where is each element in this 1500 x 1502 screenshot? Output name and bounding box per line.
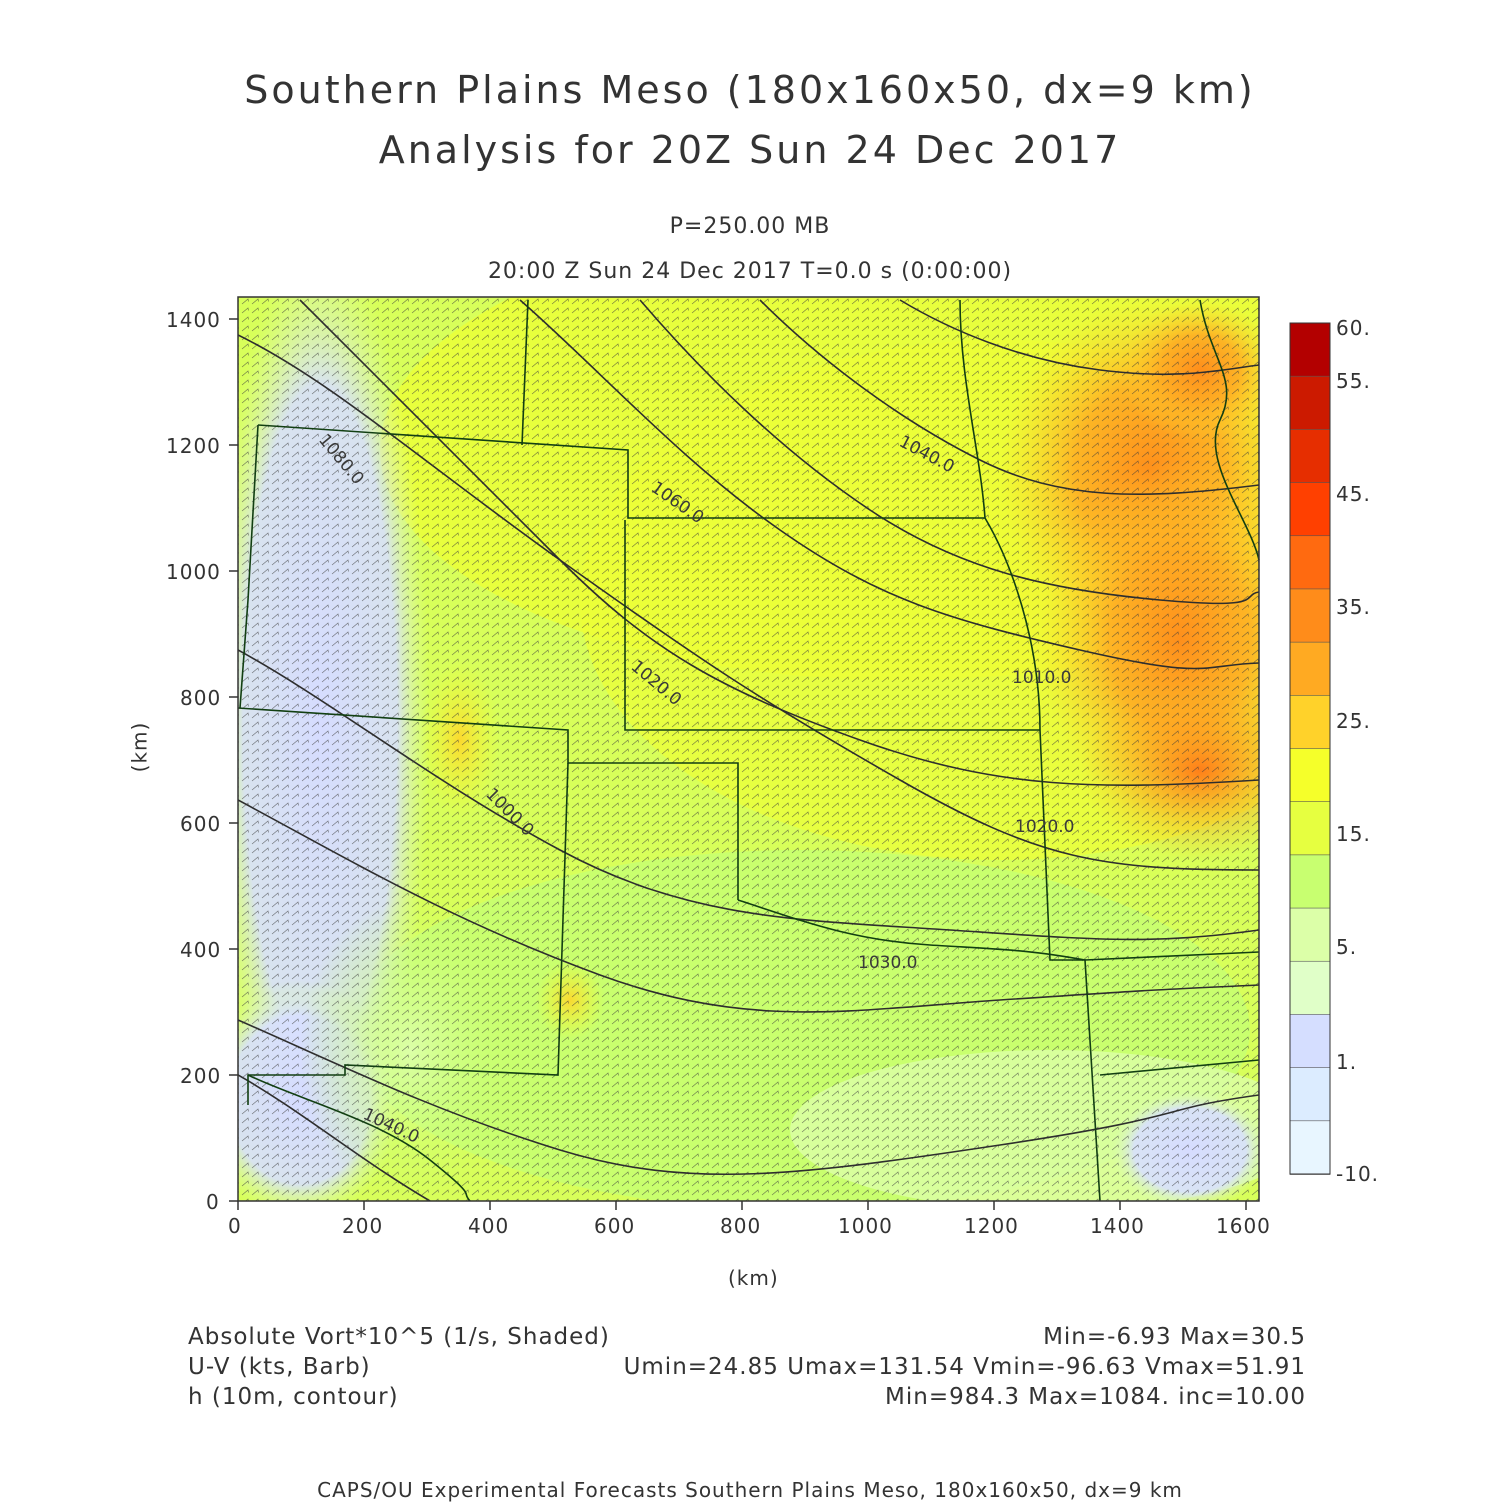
y-tick-label: 1000 (166, 560, 221, 584)
colorbar-swatch (1289, 748, 1331, 803)
colorbar-swatch (1289, 482, 1331, 537)
y-tick-label: 200 (180, 1064, 222, 1088)
x-tick-label: 600 (594, 1214, 636, 1238)
contour-label: 1020.0 (1015, 817, 1074, 837)
colorbar-label: 15. (1336, 822, 1371, 846)
colorbar-label: 35. (1336, 595, 1371, 619)
legend-shaded-range: Min=-6.93 Max=30.5 (1043, 1324, 1306, 1350)
legend-barb-field: U-V (kts, Barb) (188, 1354, 371, 1380)
colorbar-swatch (1289, 960, 1331, 1016)
colorbar-swatch (1289, 429, 1331, 484)
colorbar-swatch (1289, 1120, 1331, 1175)
y-tick-label: 1200 (166, 434, 221, 458)
colorbar (1289, 322, 1331, 1175)
colorbar-label: 55. (1336, 369, 1371, 393)
y-tick-label: 600 (180, 812, 222, 836)
colorbar-swatch (1289, 801, 1331, 856)
y-tick-label: 0 (206, 1190, 220, 1214)
colorbar-label: 1. (1336, 1050, 1358, 1074)
x-tick-label: 1000 (838, 1214, 893, 1238)
colorbar-label: 25. (1336, 709, 1371, 733)
colorbar-swatch (1289, 641, 1331, 697)
y-tick-label: 1400 (166, 308, 221, 332)
contour-label: 1010.0 (1012, 668, 1071, 688)
legend-contour-field: h (10m, contour) (188, 1384, 399, 1410)
colorbar-swatch (1289, 695, 1331, 750)
contour-label: 1030.0 (858, 953, 917, 973)
colorbar-label: -10. (1336, 1162, 1380, 1186)
x-tick-label: 400 (468, 1214, 510, 1238)
colorbar-swatch (1289, 588, 1331, 643)
x-tick-label: 1200 (964, 1214, 1019, 1238)
legend-contour-range: Min=984.3 Max=1084. inc=10.00 (885, 1384, 1306, 1410)
x-axis-label: (km) (728, 1266, 779, 1290)
colorbar-swatch (1289, 1014, 1331, 1069)
x-tick-label: 800 (720, 1214, 762, 1238)
y-axis-label: (km) (127, 721, 152, 773)
colorbar-swatch (1289, 535, 1331, 590)
plot-frame (237, 296, 1260, 1202)
colorbar-swatch (1289, 322, 1331, 377)
x-tick-label: 200 (342, 1214, 384, 1238)
title-line-1: Southern Plains Meso (180x160x50, dx=9 k… (244, 68, 1256, 112)
time-label: 20:00 Z Sun 24 Dec 2017 T=0.0 s (0:00:00… (487, 259, 1013, 284)
x-tick-label: 1400 (1090, 1214, 1145, 1238)
level-label: P=250.00 MB (669, 214, 831, 239)
x-tick-label: 1600 (1216, 1214, 1271, 1238)
title-line-2: Analysis for 20Z Sun 24 Dec 2017 (378, 128, 1122, 172)
colorbar-frame (1289, 322, 1331, 1175)
footer-credit: CAPS/OU Experimental Forecasts Southern … (317, 1478, 1183, 1502)
state-boundaries (237, 299, 1260, 1202)
y-tick-label: 800 (180, 686, 222, 710)
colorbar-swatch (1289, 854, 1331, 909)
y-tick-label: 400 (180, 938, 222, 962)
colorbar-swatch (1289, 375, 1331, 431)
colorbar-swatch (1289, 907, 1331, 963)
x-tick-label: 0 (228, 1214, 242, 1238)
colorbar-swatch (1289, 1067, 1331, 1122)
colorbar-label: 45. (1336, 482, 1371, 506)
legend-barb-range: Umin=24.85 Umax=131.54 Vmin=-96.63 Vmax=… (623, 1354, 1306, 1380)
height-contours (238, 299, 1259, 1201)
legend-shaded-field: Absolute Vort*10^5 (1/s, Shaded) (188, 1324, 610, 1350)
colorbar-label: 5. (1336, 935, 1358, 959)
vorticity-shading (238, 297, 1259, 1201)
axis-ticks (229, 318, 1247, 1210)
colorbar-label: 60. (1336, 316, 1371, 340)
